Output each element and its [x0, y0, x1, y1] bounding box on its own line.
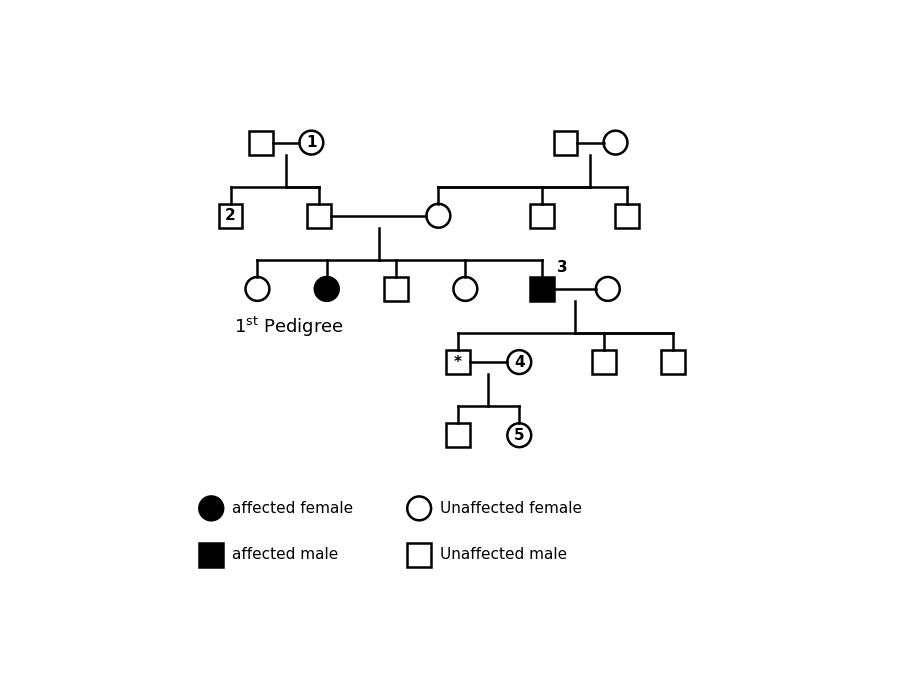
Bar — [530, 204, 555, 228]
Ellipse shape — [407, 497, 431, 520]
Bar — [592, 350, 616, 374]
Bar — [199, 543, 223, 566]
Text: 1: 1 — [306, 135, 317, 150]
Bar — [554, 131, 577, 155]
Bar — [615, 204, 639, 228]
Bar — [384, 277, 408, 301]
Text: 3: 3 — [557, 261, 567, 275]
Ellipse shape — [454, 277, 477, 301]
Ellipse shape — [245, 277, 270, 301]
Text: affected female: affected female — [232, 501, 354, 516]
Text: $\mathregular{1^{st}}$ Pedigree: $\mathregular{1^{st}}$ Pedigree — [235, 315, 344, 339]
Ellipse shape — [603, 131, 628, 155]
Ellipse shape — [199, 497, 223, 520]
Ellipse shape — [299, 131, 323, 155]
Bar — [530, 277, 555, 301]
Ellipse shape — [507, 423, 531, 447]
Bar — [446, 423, 470, 447]
Text: 5: 5 — [514, 428, 525, 442]
Text: 4: 4 — [514, 354, 525, 369]
Text: Unaffected male: Unaffected male — [440, 547, 567, 562]
Bar — [407, 543, 431, 566]
Text: *: * — [454, 354, 462, 369]
Text: 2: 2 — [226, 208, 236, 224]
Ellipse shape — [596, 277, 620, 301]
Text: Unaffected female: Unaffected female — [440, 501, 582, 516]
Ellipse shape — [507, 350, 531, 374]
Bar — [661, 350, 686, 374]
Ellipse shape — [427, 204, 450, 228]
Bar — [218, 204, 243, 228]
Text: affected male: affected male — [232, 547, 338, 562]
Ellipse shape — [315, 277, 338, 301]
Bar — [307, 204, 331, 228]
Bar — [249, 131, 273, 155]
Bar — [446, 350, 470, 374]
